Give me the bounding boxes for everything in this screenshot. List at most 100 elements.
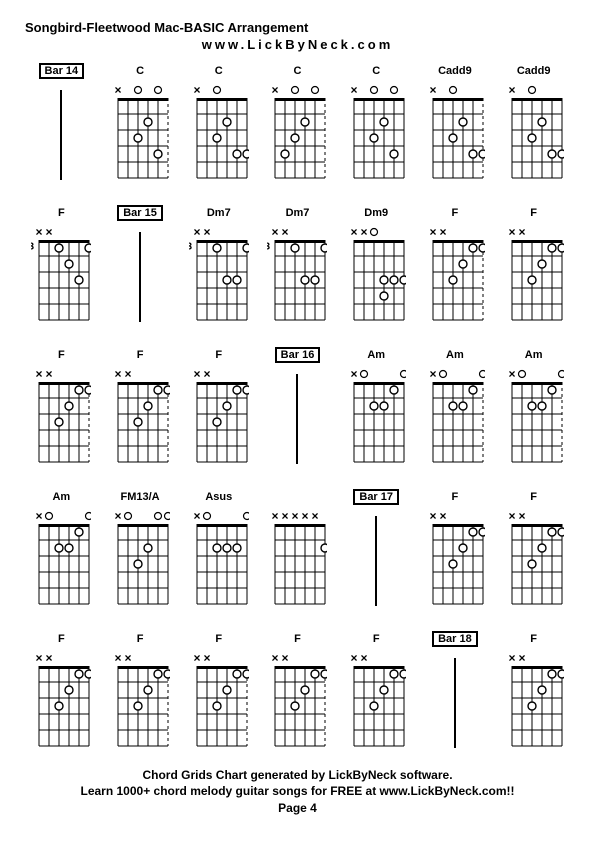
- chord-diagram: ×: [189, 506, 249, 616]
- site-subtitle: www.LickByNeck.com: [25, 37, 570, 52]
- footer-line2: Learn 1000+ chord melody guitar songs fo…: [0, 783, 595, 800]
- bar-line: [139, 232, 141, 322]
- chord-label: [296, 490, 299, 504]
- chord-diagram: ××: [346, 648, 406, 758]
- svg-text:×: ×: [518, 651, 525, 665]
- chord-label: FM13/A: [121, 490, 160, 504]
- chord-grid: Bar 14C×C×C×C×Cadd9×Cadd9×F××3Bar 15Dm7×…: [25, 64, 570, 764]
- chord-diagram: ××: [189, 364, 249, 474]
- chord-diagram: ××: [504, 648, 564, 758]
- chord-cell: Dm7××3: [261, 206, 334, 338]
- chord-cell: F××: [497, 632, 570, 764]
- chord-cell: Cadd9×: [419, 64, 492, 196]
- svg-text:×: ×: [46, 651, 53, 665]
- chord-label: F: [137, 348, 144, 362]
- svg-text:×: ×: [115, 509, 122, 523]
- chord-cell: F ××: [419, 206, 492, 338]
- chord-cell: FM13/A ×: [104, 490, 177, 622]
- chord-cell: Dm7××3: [182, 206, 255, 338]
- chord-diagram: ×: [31, 506, 91, 616]
- svg-text:×: ×: [282, 225, 289, 239]
- chord-diagram: ×: [425, 80, 485, 190]
- bar-line: [375, 516, 377, 606]
- bar-line: [296, 374, 298, 464]
- svg-text:×: ×: [36, 225, 43, 239]
- svg-text:×: ×: [193, 83, 200, 97]
- chord-diagram: ××: [346, 222, 406, 332]
- chord-diagram: ××: [267, 648, 327, 758]
- chord-diagram: ×: [346, 364, 406, 474]
- chord-label: Asus: [205, 490, 232, 504]
- svg-text:×: ×: [429, 83, 436, 97]
- chord-cell: F××: [340, 632, 413, 764]
- chord-diagram: ×: [267, 80, 327, 190]
- chord-cell: F××: [261, 632, 334, 764]
- bar-marker-cell: Bar 18: [419, 632, 492, 764]
- svg-text:×: ×: [36, 651, 43, 665]
- svg-text:×: ×: [439, 509, 446, 523]
- chord-diagram: ××: [504, 506, 564, 616]
- svg-text:×: ×: [282, 651, 289, 665]
- chord-label: F: [137, 632, 144, 646]
- chord-label: F: [452, 206, 459, 220]
- svg-text:×: ×: [203, 367, 210, 381]
- svg-text:×: ×: [508, 651, 515, 665]
- svg-text:×: ×: [272, 651, 279, 665]
- chord-diagram: ×: [425, 364, 485, 474]
- svg-text:×: ×: [115, 83, 122, 97]
- svg-text:×: ×: [125, 367, 132, 381]
- chord-diagram: ××: [110, 648, 170, 758]
- svg-text:×: ×: [312, 509, 319, 523]
- bar-line: [60, 90, 62, 180]
- header: Songbird-Fleetwood Mac-BASIC Arrangement…: [25, 20, 570, 52]
- chord-cell: Cadd9×: [497, 64, 570, 196]
- chord-label: F: [452, 490, 459, 504]
- chord-label: Dm9: [364, 206, 388, 220]
- chord-diagram: ××3: [31, 222, 91, 332]
- svg-text:×: ×: [439, 225, 446, 239]
- chord-label: F: [530, 206, 537, 220]
- chord-diagram: ××: [189, 648, 249, 758]
- bar-marker-cell: Bar 16: [261, 348, 334, 480]
- chord-cell: F ××: [497, 490, 570, 622]
- chord-cell: Asus ×: [182, 490, 255, 622]
- svg-text:3: 3: [189, 242, 192, 253]
- svg-text:×: ×: [351, 225, 358, 239]
- chord-label: Cadd9: [438, 64, 472, 78]
- chord-cell: F ××: [419, 490, 492, 622]
- svg-text:×: ×: [193, 509, 200, 523]
- chord-label: Am: [446, 348, 464, 362]
- chord-cell: C×: [340, 64, 413, 196]
- svg-text:×: ×: [282, 509, 289, 523]
- chord-label: Dm7: [286, 206, 310, 220]
- footer-page: Page 4: [0, 800, 595, 817]
- svg-text:×: ×: [36, 367, 43, 381]
- svg-text:×: ×: [429, 367, 436, 381]
- svg-text:×: ×: [292, 509, 299, 523]
- svg-text:×: ×: [351, 83, 358, 97]
- chord-label: F: [215, 632, 222, 646]
- chord-cell: F ××: [182, 632, 255, 764]
- chord-diagram: ×: [110, 80, 170, 190]
- chord-diagram: ××: [425, 222, 485, 332]
- chord-diagram: ××: [425, 506, 485, 616]
- chord-label: F: [58, 206, 65, 220]
- chord-cell: Am×: [497, 348, 570, 480]
- chord-diagram: ××: [31, 364, 91, 474]
- svg-text:×: ×: [193, 225, 200, 239]
- chord-diagram: ×: [504, 364, 564, 474]
- chord-cell: F××: [25, 632, 98, 764]
- svg-text:×: ×: [115, 651, 122, 665]
- chord-label: C: [372, 64, 380, 78]
- bar-label: Bar 14: [39, 64, 85, 78]
- svg-text:×: ×: [203, 225, 210, 239]
- chord-cell: Am×: [340, 348, 413, 480]
- chord-label: F: [58, 348, 65, 362]
- chord-cell: C×: [182, 64, 255, 196]
- chord-cell: F××: [182, 348, 255, 480]
- chord-label: F: [530, 490, 537, 504]
- svg-text:×: ×: [361, 225, 368, 239]
- chord-diagram: ××: [31, 648, 91, 758]
- svg-text:×: ×: [203, 651, 210, 665]
- chord-cell: Dm9 ××: [340, 206, 413, 338]
